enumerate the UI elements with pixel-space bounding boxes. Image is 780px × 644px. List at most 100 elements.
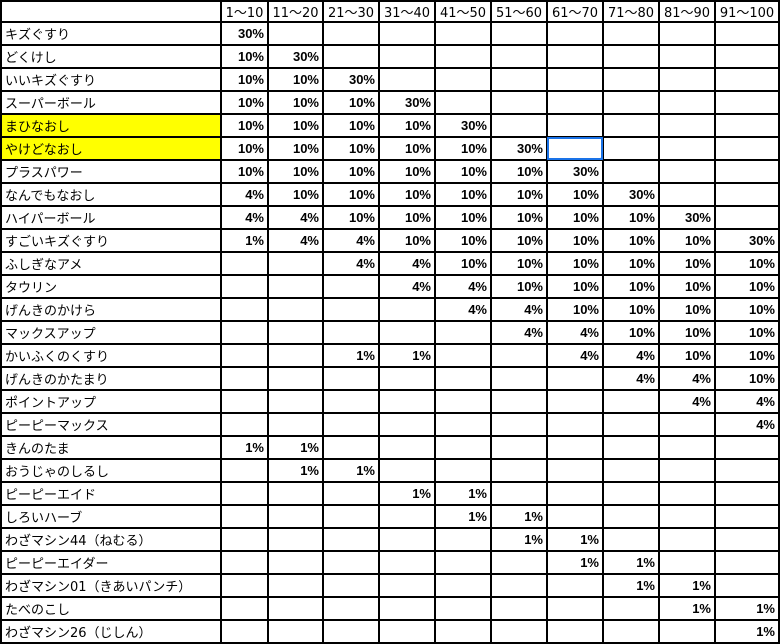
rate-cell[interactable] (267, 297, 324, 322)
rate-cell[interactable]: 30% (267, 44, 324, 69)
column-header-cell[interactable]: 41〜50 (434, 0, 492, 23)
rate-cell[interactable]: 4% (378, 274, 436, 299)
rate-cell[interactable] (378, 297, 436, 322)
rate-cell[interactable] (546, 573, 604, 598)
rate-cell[interactable] (658, 619, 716, 644)
rate-cell[interactable] (490, 113, 548, 138)
rate-cell[interactable] (490, 389, 548, 414)
rate-cell[interactable] (658, 90, 716, 115)
rate-cell[interactable] (490, 619, 548, 644)
rate-cell[interactable]: 10% (658, 343, 716, 368)
rate-cell[interactable] (267, 320, 324, 345)
rate-cell[interactable] (378, 366, 436, 391)
rate-cell[interactable] (546, 435, 604, 460)
item-name-cell[interactable]: プラスパワー (0, 159, 222, 184)
rate-cell[interactable]: 30% (602, 182, 660, 207)
item-name-cell[interactable]: ハイパーボール (0, 205, 222, 230)
item-name-cell[interactable]: わざマシン44（ねむる） (0, 527, 222, 552)
rate-cell[interactable] (267, 343, 324, 368)
rate-cell[interactable]: 10% (322, 159, 380, 184)
column-header-cell[interactable]: 61〜70 (546, 0, 604, 23)
rate-cell[interactable] (546, 90, 604, 115)
rate-cell[interactable]: 1% (714, 596, 780, 621)
rate-cell[interactable]: 10% (546, 251, 604, 276)
rate-cell[interactable] (490, 481, 548, 506)
rate-cell[interactable]: 10% (322, 182, 380, 207)
rate-cell[interactable] (378, 412, 436, 437)
rate-cell[interactable]: 1% (267, 435, 324, 460)
rate-cell[interactable] (434, 389, 492, 414)
rate-cell[interactable]: 4% (602, 366, 660, 391)
rate-cell[interactable]: 10% (602, 228, 660, 253)
rate-cell[interactable] (220, 251, 269, 276)
item-name-cell[interactable]: しろいハーブ (0, 504, 222, 529)
rate-cell[interactable]: 4% (267, 228, 324, 253)
rate-cell[interactable]: 1% (602, 573, 660, 598)
rate-cell[interactable] (714, 527, 780, 552)
rate-cell[interactable]: 10% (658, 320, 716, 345)
rate-cell[interactable] (322, 274, 380, 299)
rate-cell[interactable] (714, 458, 780, 483)
rate-cell[interactable]: 10% (378, 205, 436, 230)
rate-cell[interactable] (434, 67, 492, 92)
rate-cell[interactable]: 10% (322, 113, 380, 138)
column-header-cell[interactable]: 71〜80 (602, 0, 660, 23)
item-name-cell[interactable]: いいキズぐすり (0, 67, 222, 92)
rate-cell[interactable]: 10% (434, 159, 492, 184)
rate-cell[interactable] (658, 67, 716, 92)
header-corner-cell[interactable] (0, 0, 222, 23)
item-name-cell[interactable]: わざマシン01（きあいパンチ） (0, 573, 222, 598)
rate-cell[interactable] (602, 136, 660, 161)
rate-cell[interactable] (658, 21, 716, 46)
rate-cell[interactable] (658, 527, 716, 552)
rate-cell[interactable]: 30% (490, 136, 548, 161)
rate-cell[interactable]: 10% (490, 205, 548, 230)
rate-cell[interactable] (267, 412, 324, 437)
rate-cell[interactable] (220, 573, 269, 598)
rate-cell[interactable] (220, 389, 269, 414)
item-name-cell[interactable]: げんきのかたまり (0, 366, 222, 391)
rate-cell[interactable] (378, 619, 436, 644)
rate-cell[interactable]: 30% (714, 228, 780, 253)
rate-cell[interactable]: 4% (434, 297, 492, 322)
rate-cell[interactable] (267, 274, 324, 299)
rate-cell[interactable] (602, 596, 660, 621)
rate-cell[interactable]: 10% (322, 205, 380, 230)
rate-cell[interactable] (658, 136, 716, 161)
rate-cell[interactable] (220, 274, 269, 299)
rate-cell[interactable] (602, 504, 660, 529)
rate-cell[interactable] (434, 90, 492, 115)
column-header-cell[interactable]: 11〜20 (267, 0, 324, 23)
rate-cell[interactable] (546, 389, 604, 414)
item-name-cell[interactable]: タウリン (0, 274, 222, 299)
rate-cell[interactable] (322, 412, 380, 437)
rate-cell[interactable]: 10% (267, 90, 324, 115)
rate-cell[interactable]: 4% (490, 320, 548, 345)
rate-cell[interactable] (378, 67, 436, 92)
rate-cell[interactable]: 10% (434, 136, 492, 161)
rate-cell[interactable] (220, 412, 269, 437)
item-name-cell[interactable]: キズぐすり (0, 21, 222, 46)
rate-cell[interactable] (490, 21, 548, 46)
rate-cell[interactable]: 10% (267, 159, 324, 184)
column-header-cell[interactable]: 31〜40 (378, 0, 436, 23)
rate-cell[interactable]: 10% (378, 136, 436, 161)
rate-cell[interactable] (322, 573, 380, 598)
rate-cell[interactable] (322, 481, 380, 506)
rate-cell[interactable]: 10% (490, 159, 548, 184)
rate-cell[interactable] (602, 21, 660, 46)
item-name-cell[interactable]: やけどなおし (0, 136, 222, 161)
rate-cell[interactable] (714, 44, 780, 69)
rate-cell[interactable] (658, 550, 716, 575)
rate-cell[interactable] (322, 297, 380, 322)
item-name-cell[interactable]: スーパーボール (0, 90, 222, 115)
rate-cell[interactable] (714, 550, 780, 575)
rate-cell[interactable]: 10% (220, 159, 269, 184)
item-name-cell[interactable]: マックスアップ (0, 320, 222, 345)
rate-cell[interactable]: 30% (378, 90, 436, 115)
rate-cell[interactable]: 1% (220, 228, 269, 253)
rate-cell[interactable] (490, 44, 548, 69)
rate-cell[interactable]: 30% (658, 205, 716, 230)
rate-cell[interactable]: 1% (602, 550, 660, 575)
rate-cell[interactable] (322, 619, 380, 644)
